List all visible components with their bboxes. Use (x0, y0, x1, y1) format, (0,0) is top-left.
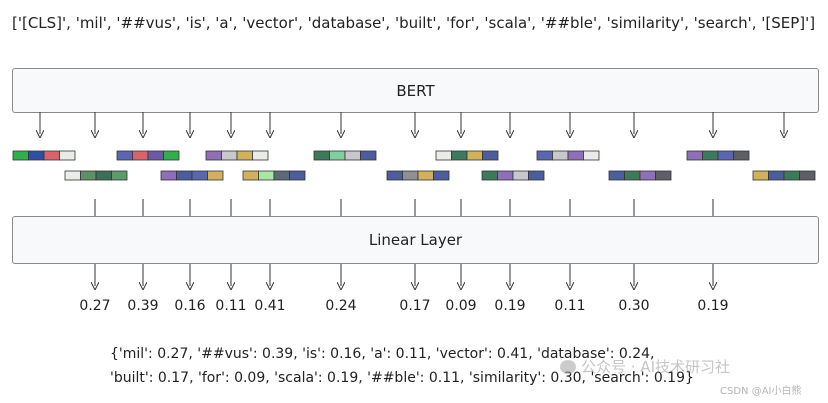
embedding-cell (147, 150, 164, 161)
embedding-cell (466, 150, 483, 161)
embedding-vector (12, 150, 76, 161)
embedding-cell (111, 170, 128, 181)
embedding-cell (655, 170, 672, 181)
embedding-cell (783, 170, 800, 181)
embedding-cell (752, 170, 769, 181)
embedding-cell (236, 150, 253, 161)
result-dict-line-1: {'mil': 0.27, '##vus': 0.39, 'is': 0.16,… (110, 346, 655, 362)
embedding-cell (344, 150, 361, 161)
embedding-vector (205, 150, 269, 161)
embedding-vector (608, 170, 672, 181)
embedding-cell (528, 170, 545, 181)
embedding-vector (481, 170, 545, 181)
embedding-vector (686, 150, 750, 161)
embedding-cell (132, 150, 149, 161)
embedding-cell (482, 150, 499, 161)
score-value: 0.16 (174, 298, 206, 314)
embedding-cell (497, 170, 514, 181)
embedding-cell (289, 170, 306, 181)
embedding-cell (608, 170, 625, 181)
embedding-vector (386, 170, 450, 181)
embedding-vector (64, 170, 128, 181)
embedding-cell (402, 170, 419, 181)
embedding-cell (221, 150, 238, 161)
embedding-cell (386, 170, 403, 181)
input-tokens: ['[CLS]', 'mil', '##vus', 'is', 'a', 've… (12, 14, 816, 32)
embedding-cell (768, 170, 785, 181)
embedding-cell (95, 170, 112, 181)
watermark-credit: CSDN @AI小白熊 (720, 386, 802, 397)
embedding-cell (116, 150, 133, 161)
score-value: 0.19 (697, 298, 729, 314)
embedding-cell (191, 170, 208, 181)
embedding-cell (567, 150, 584, 161)
embedding-cell (583, 150, 600, 161)
score-value: 0.30 (618, 298, 650, 314)
embedding-cell (59, 150, 76, 161)
embedding-vector (536, 150, 600, 161)
score-value: 0.24 (325, 298, 357, 314)
embedding-cell (28, 150, 45, 161)
linear-layer-box: Linear Layer (12, 216, 819, 264)
linear-output-arrows (95, 263, 713, 286)
embedding-vector (242, 170, 306, 181)
embedding-cell (163, 150, 180, 161)
embedding-cell (64, 170, 81, 181)
embedding-cell (313, 150, 330, 161)
score-value: 0.41 (254, 298, 286, 314)
embedding-cell (686, 150, 703, 161)
embedding-cell (43, 150, 60, 161)
embedding-cell (481, 170, 498, 181)
score-value: 0.11 (554, 298, 586, 314)
embedding-cell (80, 170, 97, 181)
embedding-vector (752, 170, 816, 181)
embedding-vectors (12, 150, 816, 181)
score-value: 0.39 (127, 298, 159, 314)
embedding-cell (242, 170, 259, 181)
score-value: 0.19 (494, 298, 526, 314)
embedding-cell (435, 150, 452, 161)
embedding-cell (329, 150, 346, 161)
embedding-cell (205, 150, 222, 161)
embedding-cell (624, 170, 641, 181)
embedding-vector (313, 150, 377, 161)
embedding-cell (536, 150, 553, 161)
score-value: 0.11 (215, 298, 247, 314)
result-dict-line-2: 'built': 0.17, 'for': 0.09, 'scala': 0.1… (110, 370, 694, 386)
embedding-vector (160, 170, 224, 181)
bert-label: BERT (396, 81, 435, 100)
embedding-cell (258, 170, 275, 181)
wechat-icon (560, 360, 576, 374)
watermark: 公众号 · AI技术研习社 (560, 356, 730, 377)
embedding-cell (512, 170, 529, 181)
linear-layer-label: Linear Layer (368, 231, 463, 249)
embedding-cell (433, 170, 450, 181)
embedding-cell (273, 170, 290, 181)
embedding-cell (176, 170, 193, 181)
linear-input-lines (94, 199, 714, 216)
embedding-cell (252, 150, 269, 161)
embedding-cell (702, 150, 719, 161)
bert-output-arrows (40, 112, 784, 134)
embedding-cell (733, 150, 750, 161)
embedding-cell (207, 170, 224, 181)
embedding-cell (717, 150, 734, 161)
embedding-cell (451, 150, 468, 161)
embedding-vector (116, 150, 180, 161)
watermark-text: 公众号 · AI技术研习社 (581, 358, 730, 376)
embedding-cell (12, 150, 29, 161)
embedding-cell (417, 170, 434, 181)
embedding-cell (160, 170, 177, 181)
embedding-vector (435, 150, 499, 161)
embedding-cell (360, 150, 377, 161)
score-value: 0.17 (399, 298, 431, 314)
embedding-cell (639, 170, 656, 181)
score-value: 0.27 (79, 298, 111, 314)
embedding-cell (552, 150, 569, 161)
embedding-cell (799, 170, 816, 181)
score-value: 0.09 (445, 298, 477, 314)
